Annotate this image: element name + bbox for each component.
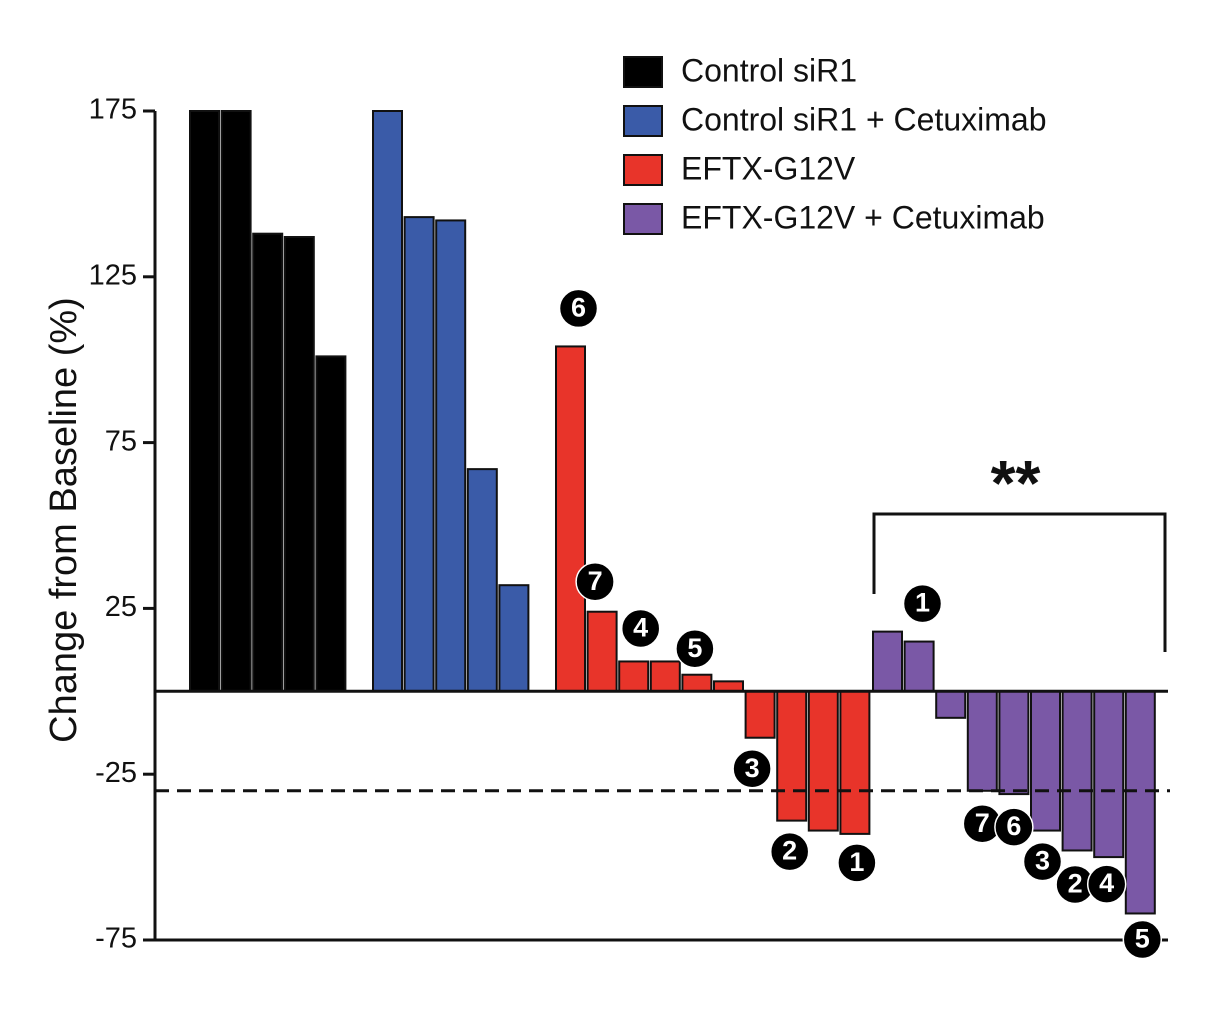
bar-number-badge: 5 [675, 628, 715, 669]
significance-bracket [872, 512, 1167, 652]
badge-circle [558, 288, 599, 329]
badge-label: 1 [849, 847, 864, 877]
legend-label: EFTX-G12V + Cetuximab [681, 199, 1045, 235]
bar [555, 345, 586, 693]
badge-circle [1122, 919, 1163, 960]
y-tick-label: 75 [105, 425, 137, 457]
legend-label: Control siR1 [681, 52, 857, 88]
bar-number-badge: 6 [994, 807, 1034, 847]
bar [776, 690, 808, 822]
badge-label: 7 [588, 566, 603, 596]
bar-number-badge: 6 [558, 288, 599, 329]
badge-label: 5 [1135, 924, 1150, 954]
bar [1030, 690, 1061, 832]
y-axis-label: Change from Baseline (%) [43, 297, 85, 743]
bar [435, 219, 467, 693]
bar [807, 690, 839, 832]
badge-label: 3 [1035, 846, 1050, 876]
badge-circle [620, 608, 661, 649]
bar [372, 110, 403, 693]
bar-number-badge: 4 [620, 608, 661, 649]
bar [966, 690, 998, 792]
bar [1061, 690, 1093, 852]
bar [315, 355, 347, 693]
badge-circle [769, 831, 810, 872]
badge-label: 2 [1068, 869, 1083, 899]
bar [998, 690, 1030, 796]
badge-label: 4 [1099, 868, 1114, 898]
bar [744, 690, 776, 739]
bar [1124, 690, 1156, 915]
bar-number-badge: 7 [575, 561, 615, 602]
legend-item: EFTX-G12V + Cetuximab [623, 199, 1045, 235]
badge-circle [994, 807, 1034, 847]
bar-number-badge: 7 [962, 804, 1003, 844]
bar-number-badge: 3 [1022, 841, 1063, 882]
badge-label: 2 [782, 836, 797, 866]
bar [498, 584, 530, 693]
bar [283, 236, 315, 693]
bar [220, 110, 252, 693]
bar-number-badge: 5 [1122, 919, 1163, 960]
legend-swatch [623, 105, 663, 137]
bar [935, 690, 967, 719]
legend-swatch [623, 154, 663, 186]
badge-label: 1 [915, 588, 930, 618]
badge-circle [575, 561, 615, 602]
bar [681, 673, 713, 693]
bar-number-badge: 2 [769, 831, 810, 872]
bar [872, 630, 903, 693]
y-tick-label: 25 [105, 591, 137, 623]
y-tick-label: -75 [95, 923, 137, 955]
badge-circle [1022, 841, 1063, 882]
legend-swatch [623, 203, 663, 235]
bar-number-badge: 2 [1055, 864, 1095, 905]
y-tick-label: -25 [95, 757, 137, 789]
legend-swatch [623, 56, 663, 88]
legend-item: Control siR1 + Cetuximab [623, 101, 1046, 137]
badge-circle [732, 748, 772, 789]
badge-label: 3 [745, 753, 760, 783]
badge-label: 5 [687, 633, 702, 663]
legend-label: Control siR1 + Cetuximab [681, 101, 1046, 137]
legend: Control siR1 Control siR1 + Cetuximab EFTX… [623, 52, 1046, 235]
badge-label: 4 [633, 613, 648, 643]
badge-circle [675, 628, 715, 669]
bars [189, 110, 1156, 915]
bar-number-badge: 4 [1086, 864, 1127, 904]
bar [252, 232, 284, 693]
y-tick-label: 125 [89, 259, 137, 291]
badge-circle [1086, 864, 1127, 904]
bar-number-badge: 3 [732, 748, 772, 789]
legend-label: EFTX-G12V [681, 150, 856, 186]
badge-circle [902, 583, 943, 624]
bar-number-badge: 1 [902, 583, 943, 624]
bar [403, 216, 435, 693]
bar [1093, 690, 1125, 859]
badge-label: 6 [1006, 811, 1021, 841]
y-tick-label: 175 [89, 94, 137, 126]
bar [649, 660, 681, 693]
significance-marker: ** [991, 447, 1041, 519]
badge-label: 6 [571, 293, 586, 323]
badge-circle [837, 843, 877, 883]
bar-number-badge: 1 [837, 843, 877, 883]
legend-item: EFTX-G12V [623, 150, 856, 186]
bar [839, 690, 871, 835]
badge-label: 7 [975, 808, 990, 838]
bar [189, 110, 220, 693]
bar [903, 640, 935, 693]
bar [586, 610, 618, 693]
bar [618, 660, 650, 693]
bar [466, 468, 498, 693]
legend-item: Control siR1 [623, 52, 857, 88]
